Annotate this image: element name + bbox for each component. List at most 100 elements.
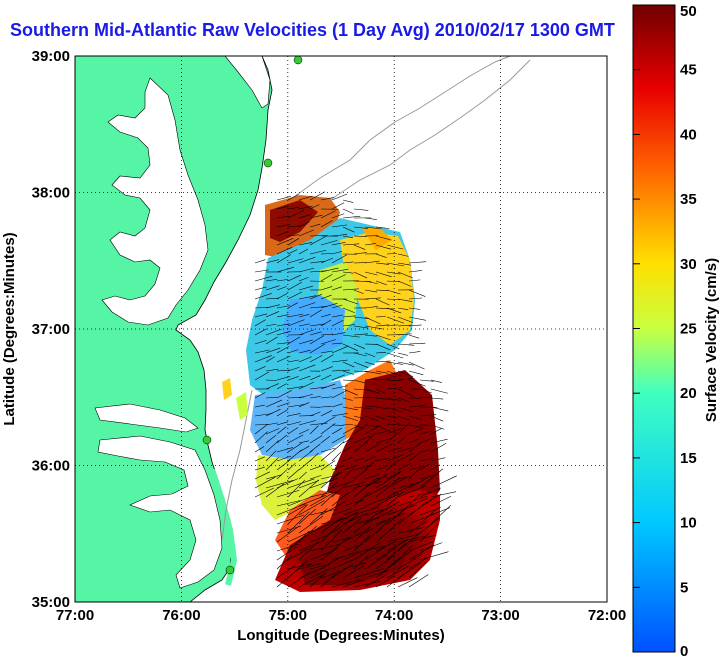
velocity-arrow bbox=[254, 456, 265, 462]
velocity-arrow bbox=[331, 319, 344, 327]
velocity-arrow bbox=[309, 491, 333, 498]
velocity-arrow bbox=[342, 467, 355, 480]
velocity-arrow bbox=[375, 271, 392, 278]
velocity-arrow bbox=[408, 342, 426, 345]
velocity-arrow bbox=[276, 330, 291, 336]
velocity-arrow bbox=[254, 425, 267, 435]
velocity-arrow bbox=[309, 435, 323, 444]
velocity-arrow bbox=[408, 491, 432, 498]
velocity-arrow bbox=[342, 208, 354, 215]
velocity-arrow bbox=[342, 271, 354, 274]
velocity-arrow bbox=[353, 343, 365, 349]
velocity-arrow bbox=[375, 324, 389, 327]
velocity-arrow bbox=[287, 313, 304, 318]
velocity-arrow bbox=[298, 214, 311, 219]
velocity-arrow bbox=[397, 446, 414, 453]
velocity-arrow bbox=[287, 386, 304, 390]
velocity-arrow bbox=[320, 410, 333, 417]
velocity-arrow bbox=[397, 527, 424, 534]
velocity-arrow bbox=[298, 267, 315, 273]
delaware-bay bbox=[224, 56, 271, 109]
velocity-arrow bbox=[408, 379, 426, 387]
velocity-arrow bbox=[386, 361, 403, 365]
velocity-arrow bbox=[419, 396, 432, 399]
grid-lines bbox=[75, 56, 607, 602]
velocity-arrow bbox=[375, 262, 389, 265]
velocity-arrow bbox=[342, 315, 356, 318]
velocity-arrow bbox=[408, 424, 423, 428]
velocity-arrow bbox=[309, 236, 326, 246]
velocity-arrow bbox=[364, 508, 388, 516]
velocity-arrow bbox=[309, 309, 323, 318]
velocity-arrow bbox=[287, 234, 300, 237]
velocity-arrow bbox=[353, 316, 370, 319]
velocity-arrow bbox=[408, 534, 437, 543]
velocity-arrow bbox=[408, 561, 427, 579]
velocity-arrow bbox=[397, 481, 421, 489]
velocity-arrow bbox=[331, 193, 348, 201]
velocity-arrow bbox=[298, 329, 315, 336]
velocity-arrow bbox=[298, 295, 317, 300]
velocity-arrow bbox=[364, 388, 381, 394]
velocity-arrow bbox=[386, 460, 399, 471]
velocity-arrow bbox=[309, 478, 338, 489]
velocity-arrow bbox=[386, 571, 409, 588]
velocity-arrow bbox=[331, 268, 349, 273]
velocity-arrow bbox=[353, 415, 365, 420]
velocity-arrow bbox=[342, 199, 354, 203]
velocity-arrow bbox=[375, 280, 387, 286]
velocity-arrow bbox=[331, 224, 348, 228]
velocity-arrow bbox=[353, 506, 380, 516]
velocity-arrow bbox=[408, 477, 427, 489]
velocity-arrow bbox=[353, 388, 371, 391]
velocity-arrow bbox=[342, 361, 355, 368]
velocity-arrow bbox=[375, 547, 397, 561]
velocity-arrow bbox=[320, 529, 343, 552]
velocity-arrow bbox=[298, 445, 310, 453]
velocity-arrow bbox=[320, 396, 333, 399]
velocity-arrow bbox=[320, 303, 338, 309]
velocity-arrow bbox=[408, 499, 433, 516]
velocity-arrow bbox=[254, 404, 265, 408]
colorbar-tick-label: 50 bbox=[680, 3, 697, 20]
velocity-arrow bbox=[397, 333, 412, 336]
colorbar-ticks: 0 5 10 15 20 25 30 35 40 45 50 bbox=[633, 3, 697, 659]
velocity-arrow bbox=[386, 343, 400, 350]
velocity-arrow bbox=[375, 289, 388, 291]
velocity-arrow bbox=[386, 316, 404, 324]
velocity-arrow bbox=[276, 434, 288, 444]
velocity-arrow bbox=[364, 432, 377, 444]
velocity-arrow bbox=[397, 406, 413, 413]
velocity-arrow bbox=[320, 476, 332, 480]
velocity-arrow bbox=[287, 319, 305, 327]
velocity-arrow bbox=[298, 429, 310, 435]
velocity-arrow bbox=[287, 572, 311, 588]
x-tick-label: 76:00 bbox=[162, 607, 200, 624]
velocity-arrow bbox=[364, 370, 382, 375]
velocity-arrow bbox=[408, 415, 423, 421]
velocity-arrow bbox=[331, 385, 348, 390]
velocity-arrow bbox=[375, 557, 401, 579]
velocity-arrow bbox=[287, 479, 306, 498]
velocity-arrow bbox=[364, 484, 389, 498]
velocity-arrow bbox=[342, 388, 358, 396]
velocity-arrow bbox=[276, 455, 292, 462]
velocity-arrow bbox=[364, 496, 392, 507]
colorbar-tick-label: 20 bbox=[680, 385, 697, 402]
velocity-arrow bbox=[353, 208, 369, 211]
velocity-arrow bbox=[353, 568, 385, 579]
velocity-arrow bbox=[287, 291, 303, 300]
velocity-arrow bbox=[287, 281, 303, 291]
velocity-arrow bbox=[265, 440, 280, 453]
velocity-arrow bbox=[265, 457, 279, 471]
velocity-arrow bbox=[298, 567, 324, 579]
velocity-arrow bbox=[309, 355, 323, 363]
velocity-arrow bbox=[276, 402, 290, 408]
velocity-arrow bbox=[342, 226, 355, 233]
velocity-arrow bbox=[397, 253, 409, 257]
velocity-arrow bbox=[309, 523, 330, 534]
velocity-arrow bbox=[386, 550, 412, 570]
velocity-arrow bbox=[353, 554, 370, 570]
velocity-arrow bbox=[408, 520, 428, 534]
velocity-arrow bbox=[331, 369, 350, 372]
